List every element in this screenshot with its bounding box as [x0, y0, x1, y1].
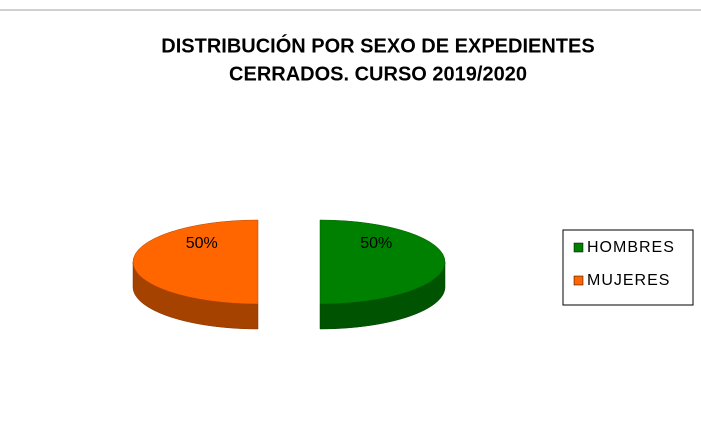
legend-label: MUJERES: [587, 272, 670, 289]
slice-top: [132, 219, 259, 305]
chart-title: CERRADOS. CURSO 2019/2020: [229, 63, 527, 85]
slice-top: [319, 219, 446, 305]
legend-swatch: [573, 242, 584, 253]
pie-slice: [319, 219, 446, 330]
legend-label: HOMBRES: [587, 239, 675, 256]
legend-swatch: [573, 275, 584, 286]
chart-title: DISTRIBUCIÓN POR SEXO DE EXPEDIENTES: [161, 33, 594, 57]
data-label: 50%: [186, 235, 218, 252]
pie-slice: [132, 219, 259, 330]
legend-box: [562, 229, 694, 306]
data-label: 50%: [360, 235, 392, 252]
